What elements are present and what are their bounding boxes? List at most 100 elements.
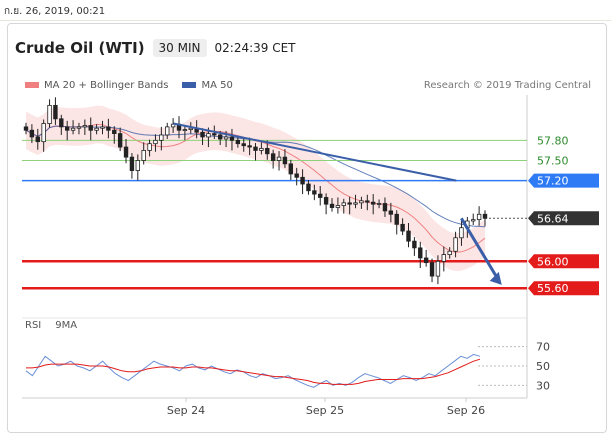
rsi-tick-label: 70	[536, 341, 550, 354]
candle-body	[241, 143, 246, 147]
candle-body	[406, 230, 411, 242]
candle-body	[323, 197, 329, 205]
candle-body	[141, 150, 146, 161]
candle-body	[76, 126, 82, 129]
candle-body	[212, 133, 217, 136]
candle-body	[188, 127, 193, 130]
level-label-57.20: 57.20	[537, 175, 569, 188]
candle-body	[370, 201, 376, 205]
candle-body	[223, 136, 229, 140]
candle-body	[459, 227, 464, 239]
level-label-55.60: 55.60	[537, 282, 569, 295]
candle-body	[318, 193, 323, 198]
candle-body	[482, 213, 488, 219]
legend-rsi-label: RSI	[25, 320, 42, 331]
level-label-57.80: 57.80	[537, 134, 569, 147]
price-legend: MA 20 + Bollinger Bands MA 50	[25, 80, 233, 91]
trendline	[173, 122, 457, 182]
candle-body	[135, 160, 141, 171]
candle-body	[235, 139, 241, 145]
candle-body	[64, 126, 70, 131]
level-tag-56.00	[528, 254, 599, 269]
research-credit: Research © 2019 Trading Central	[423, 80, 591, 91]
legend-ma20: MA 20 + Bollinger Bands	[25, 80, 168, 91]
candle-body	[259, 147, 264, 151]
rsi-ma-line	[26, 358, 481, 385]
candle-body	[412, 240, 417, 249]
level-tag-55.60	[528, 281, 599, 296]
candle-body	[447, 250, 452, 255]
candle-body	[170, 123, 176, 128]
candle-body	[335, 205, 341, 208]
candle-body	[59, 118, 64, 128]
candle-body	[382, 203, 388, 212]
candle-body	[23, 126, 29, 131]
timestamp: ก.ย. 26, 2019, 00:21	[4, 6, 106, 17]
candle-body	[359, 200, 364, 204]
candle-body	[418, 247, 423, 259]
level-label-56.00: 56.00	[537, 255, 569, 268]
candle-body	[117, 133, 123, 148]
candle-body	[265, 147, 270, 155]
timeframe-badge[interactable]: 30 MIN	[152, 39, 207, 57]
candle-body	[159, 134, 164, 141]
legend-9ma-label: 9MA	[55, 320, 78, 331]
x-tick-label: Sep 24	[167, 404, 205, 417]
rsi-tick-label: 50	[536, 360, 550, 373]
candle-body	[153, 139, 158, 145]
level-tag-56.64	[528, 211, 599, 226]
candle-body	[270, 153, 276, 161]
candle-body	[123, 146, 129, 158]
candle-body	[306, 183, 311, 192]
time-label: 02:24:39 CET	[214, 41, 296, 55]
candle-body	[182, 129, 188, 131]
candle-body	[394, 213, 399, 225]
candle-body	[423, 257, 429, 264]
candle-body	[229, 136, 235, 141]
candle-body	[253, 146, 258, 151]
candle-body	[82, 125, 88, 128]
candle-body	[88, 125, 93, 131]
x-tick-label: Sep 26	[447, 404, 485, 417]
candle-body	[441, 254, 447, 262]
candle-body	[365, 200, 370, 203]
candle-body	[288, 163, 294, 175]
candle-body	[329, 203, 335, 208]
candle-body	[47, 104, 52, 124]
candle-body	[376, 203, 382, 205]
candle-body	[429, 262, 435, 277]
candle-body	[217, 134, 223, 140]
candle-body	[106, 126, 111, 131]
symbol-title: Crude Oil (WTI)	[15, 39, 145, 57]
level-tag-57.20	[528, 173, 599, 188]
x-tick-label: Sep 25	[306, 404, 344, 417]
candle-body	[341, 202, 346, 206]
legend-ma20-label: MA 20 + Bollinger Bands	[44, 80, 169, 91]
forecast-arrow-shaft	[460, 217, 500, 280]
candle-body	[147, 143, 152, 151]
candle-body	[400, 223, 405, 232]
candle-body	[347, 202, 352, 205]
candle-body	[282, 156, 288, 165]
legend-rsi: RSI	[25, 320, 41, 331]
candle-body	[53, 104, 58, 120]
forecast-arrow-head	[489, 271, 502, 285]
chart-frame	[7, 23, 607, 433]
bollinger-band	[26, 105, 485, 271]
legend-9ma: 9MA	[55, 320, 77, 331]
candle-body	[388, 210, 394, 215]
candle-body	[200, 131, 205, 138]
legend-ma50-label: MA 50	[201, 80, 233, 91]
candle-body	[294, 173, 299, 178]
chart-header: Crude Oil (WTI) 30 MIN 02:24:39 CET	[15, 37, 296, 59]
candle-body	[70, 127, 76, 131]
candle-body	[353, 202, 358, 205]
candle-body	[300, 176, 305, 185]
rsi-line	[25, 353, 481, 388]
legend-ma50: MA 50	[182, 80, 233, 91]
candle-body	[312, 190, 317, 195]
candle-body	[29, 129, 35, 138]
rsi-legend: RSI 9MA	[25, 320, 77, 331]
candle-body	[41, 123, 46, 143]
